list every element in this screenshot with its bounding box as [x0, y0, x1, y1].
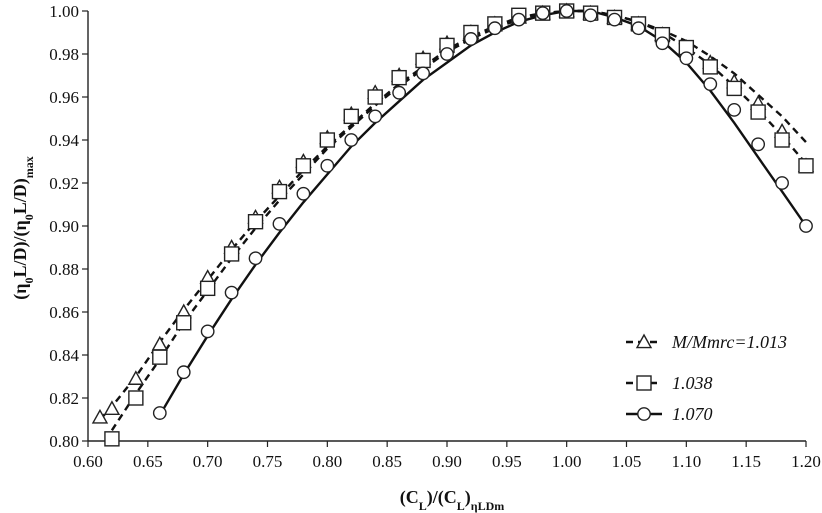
- square-marker: [271, 183, 288, 200]
- x-tick-label: 0.95: [492, 452, 522, 471]
- series-line-1: [99, 9, 807, 421]
- y-tick-label: 0.88: [49, 260, 79, 279]
- fit-lines: [99, 9, 807, 431]
- triangle-marker: [151, 335, 168, 351]
- circle-marker: [200, 324, 215, 339]
- circle-marker: [176, 365, 191, 380]
- x-tick-label: 0.70: [193, 452, 223, 471]
- square-marker: [176, 315, 192, 331]
- square-marker: [774, 132, 790, 148]
- circle-marker: [703, 77, 718, 92]
- y-axis-label: (η0L/D)/(η0L/D)max: [10, 156, 36, 299]
- y-tick-label: 0.80: [49, 432, 79, 451]
- circle-marker: [320, 158, 335, 173]
- square-marker: [152, 349, 168, 365]
- y-tick-label: 0.94: [49, 131, 79, 150]
- triangle-marker: [635, 333, 653, 349]
- x-tick-label: 1.15: [731, 452, 761, 471]
- legend-label: 1.038: [672, 373, 713, 393]
- x-tick-label: 0.80: [312, 452, 342, 471]
- y-tick-label: 0.96: [49, 88, 79, 107]
- x-tick-label: 0.60: [73, 452, 103, 471]
- square-marker: [415, 52, 431, 69]
- square-marker: [247, 213, 264, 230]
- square-marker: [295, 158, 312, 174]
- legend-label: 1.070: [672, 404, 713, 424]
- square-marker: [391, 69, 407, 86]
- circle-marker: [368, 109, 383, 124]
- circle-marker: [679, 51, 694, 66]
- circle-marker: [296, 186, 311, 201]
- circle-marker: [344, 133, 359, 147]
- circle-marker: [607, 12, 622, 27]
- circle-marker: [631, 21, 646, 36]
- x-tick-label: 0.75: [253, 452, 283, 471]
- x-tick-label: 0.90: [432, 452, 462, 471]
- circle-marker: [583, 8, 598, 23]
- circle-marker: [637, 407, 651, 421]
- data-markers: [91, 2, 815, 447]
- square-marker: [128, 390, 144, 406]
- triangle-marker: [103, 400, 121, 416]
- circle-marker: [727, 103, 742, 117]
- circle-marker: [248, 251, 263, 266]
- x-tick-label: 1.05: [612, 452, 642, 471]
- square-marker: [199, 280, 216, 297]
- circle-marker: [559, 4, 574, 18]
- y-tick-label: 0.92: [49, 174, 79, 193]
- triangle-marker: [127, 370, 145, 385]
- x-tick-label: 1.10: [671, 452, 701, 471]
- series-line-3: [158, 9, 807, 416]
- square-marker: [702, 59, 718, 75]
- x-tick-label: 1.20: [791, 452, 821, 471]
- square-marker: [343, 108, 359, 125]
- square-marker: [750, 104, 766, 120]
- x-tick-label: 0.65: [133, 452, 163, 471]
- circle-marker: [487, 21, 502, 36]
- y-tick-label: 1.00: [49, 2, 79, 21]
- circle-marker: [440, 47, 454, 61]
- series-line-2: [110, 9, 807, 431]
- square-marker: [367, 89, 383, 105]
- circle-marker: [272, 216, 287, 231]
- circle-marker: [392, 85, 407, 100]
- legend: M/Mmrc=1.013 1.038 1.070: [626, 332, 787, 424]
- y-tick-label: 0.84: [49, 346, 79, 365]
- y-tick-label: 0.86: [49, 303, 79, 322]
- x-axis-label: (CL)/(CL)ηLDm: [400, 487, 505, 513]
- x-tick-label: 1.00: [552, 452, 582, 471]
- square-marker: [223, 246, 240, 262]
- circle-marker: [511, 12, 526, 27]
- circle-marker: [416, 66, 430, 81]
- circle-marker: [775, 176, 789, 190]
- circle-marker: [152, 406, 167, 420]
- square-marker: [798, 158, 814, 174]
- circle-marker: [224, 285, 239, 300]
- y-tick-label: 0.98: [49, 45, 79, 64]
- square-marker: [319, 132, 336, 148]
- triangle-marker: [91, 408, 109, 424]
- circle-marker: [464, 32, 478, 46]
- y-tick-label: 0.90: [49, 217, 79, 236]
- square-marker: [636, 375, 652, 391]
- circle-marker: [799, 219, 813, 233]
- legend-label: M/Mmrc=1.013: [671, 332, 787, 352]
- x-tick-label: 0.85: [372, 452, 402, 471]
- circle-marker: [751, 137, 766, 152]
- square-marker: [726, 80, 742, 97]
- circle-marker: [655, 36, 670, 51]
- axes: [82, 10, 807, 447]
- tick-labels: 0.60 0.65 0.70 0.75 0.80 0.85 0.90 0.95 1.00 1.05…: [49, 2, 821, 471]
- square-marker: [104, 431, 120, 447]
- circle-marker: [535, 6, 550, 21]
- y-tick-label: 0.82: [49, 389, 79, 408]
